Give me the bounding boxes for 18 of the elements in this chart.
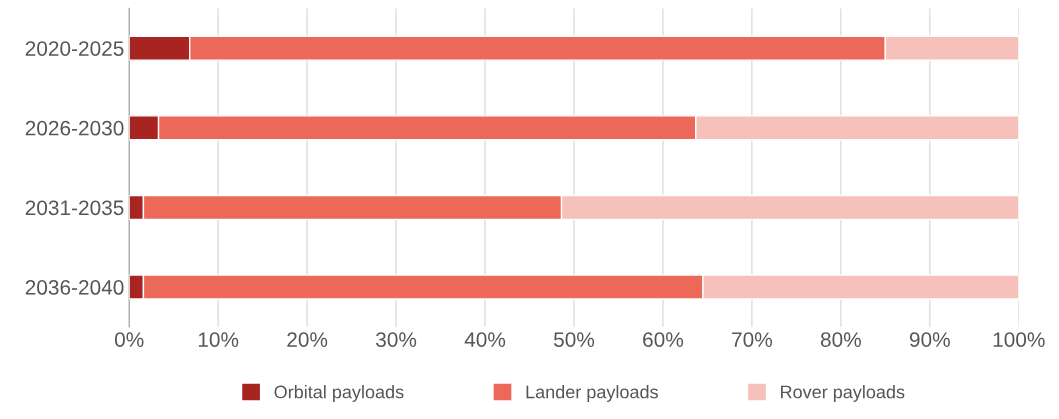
x-tick-label: 0% — [114, 332, 144, 347]
x-tick-label: 50% — [553, 332, 595, 347]
x-tick-label: 90% — [909, 332, 950, 347]
y-tick-label: 2036-2040 — [25, 280, 124, 295]
legend-label: Lander payloads — [526, 385, 658, 402]
x-tick-label: 60% — [643, 332, 684, 347]
x-tick-label: 100% — [993, 332, 1045, 347]
x-tick-label: 80% — [820, 332, 861, 347]
legend-label: Orbital payloads — [274, 385, 404, 402]
y-tick-label: 2026-2030 — [25, 120, 124, 136]
legend-label: Rover payloads — [781, 385, 905, 402]
x-tick-label: 20% — [287, 332, 328, 347]
x-tick-label: 30% — [376, 332, 417, 347]
x-tick-label: 70% — [732, 332, 772, 347]
y-tick-label: 2031-2035 — [25, 200, 124, 216]
x-tick-label: 10% — [198, 332, 239, 347]
x-tick-label: 40% — [464, 332, 506, 347]
y-tick-label: 2020-2025 — [25, 41, 124, 56]
